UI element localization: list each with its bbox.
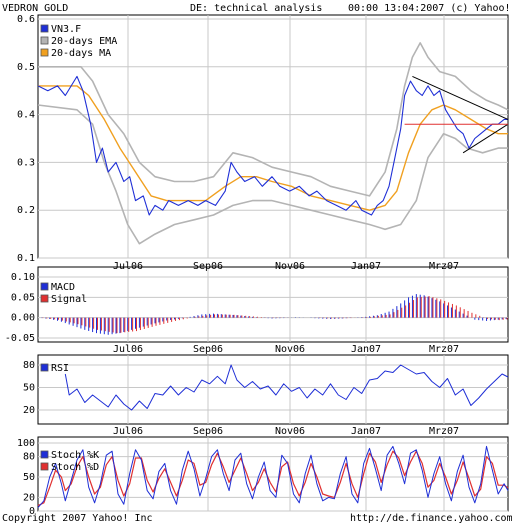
legend-label: Signal xyxy=(51,294,87,305)
legend-label: VN3.F xyxy=(51,24,81,35)
series-price xyxy=(37,75,508,216)
y-tick-label: -0.05 xyxy=(5,333,35,344)
panel-frame-rsi xyxy=(37,354,509,425)
rsi-panel xyxy=(64,364,509,411)
legend-label: 20-days MA xyxy=(51,48,111,59)
y-tick-label: 0.1 xyxy=(17,253,35,264)
trendline-support_rising xyxy=(462,123,509,154)
trendline-resistance xyxy=(412,75,509,120)
price-panel xyxy=(37,42,509,245)
y-tick-label: 80 xyxy=(23,360,35,371)
legend-swatch xyxy=(40,24,49,33)
legend-label: RSI xyxy=(51,363,69,374)
legend-swatch xyxy=(40,450,49,459)
legend-swatch xyxy=(40,462,49,471)
x-tick-label: Jul06 xyxy=(113,344,143,355)
y-tick-label: 50 xyxy=(23,383,35,394)
series-upper_band xyxy=(38,42,509,197)
series-stoch-k xyxy=(37,445,509,508)
footer-copyright: Copyright 2007 Yahoo! Inc xyxy=(2,513,153,524)
chart-title: VEDRON GOLD xyxy=(2,3,68,14)
y-tick-label: 80 xyxy=(23,452,35,463)
legend-label: Stoch %D xyxy=(51,462,99,473)
y-tick-label: 20 xyxy=(23,405,35,416)
y-tick-label: 20 xyxy=(23,492,35,503)
stochastic-panel xyxy=(37,445,509,508)
footer-url: http://de.finance.yahoo.com xyxy=(350,513,512,524)
y-tick-label: 0.5 xyxy=(17,62,35,73)
x-tick-label: Jan07 xyxy=(351,344,381,355)
panel-frame-stoch xyxy=(37,436,509,512)
legend-label: MACD xyxy=(51,282,75,293)
x-axis-labels: Jul06 Sep06 Nov06 Jan07 Mrz07 Jul06 Sep06 Nov06… xyxy=(113,261,459,437)
y-tick-label: 0.6 xyxy=(17,14,35,25)
series-ma xyxy=(38,85,508,211)
panel-frame-price xyxy=(37,14,509,259)
y-tick-label: 100 xyxy=(17,438,35,449)
x-tick-label: Jan07 xyxy=(351,426,381,437)
y-tick-label: 50 xyxy=(23,472,35,483)
x-tick-label: Nov06 xyxy=(275,261,305,272)
y-tick-label: 0.4 xyxy=(17,110,35,121)
legend-swatch xyxy=(40,48,49,57)
y-tick-label: 0 xyxy=(29,506,35,517)
x-tick-label: Jul06 xyxy=(113,426,143,437)
x-tick-label: Sep06 xyxy=(193,426,223,437)
legend-label: Stoch %K xyxy=(51,450,99,461)
x-tick-label: Mrz07 xyxy=(429,261,459,272)
macd-panel xyxy=(41,294,508,335)
y-tick-label: 0.00 xyxy=(11,313,35,324)
x-tick-label: Nov06 xyxy=(275,344,305,355)
legend-swatch xyxy=(40,282,49,291)
x-tick-label: Sep06 xyxy=(193,344,223,355)
legend-swatch xyxy=(40,363,49,372)
timestamp-copyright: 00:00 13:04:2007 (c) Yahoo! xyxy=(348,3,511,14)
x-tick-label: Jan07 xyxy=(351,261,381,272)
y-tick-label: 0.3 xyxy=(17,157,35,168)
y-tick-label: 0.10 xyxy=(11,272,35,283)
tick-labels: 0.6 0.5 0.4 0.3 0.2 0.1 0.10 0.05 0.00 -0.05 80 50 2… xyxy=(5,14,35,517)
legend-label: 20-days EMA xyxy=(51,36,117,47)
x-tick-label: Jul06 xyxy=(113,261,143,272)
legend-swatch xyxy=(40,294,49,303)
legend-swatch xyxy=(40,36,49,45)
series-rsi xyxy=(64,364,509,411)
y-tick-label: 0.05 xyxy=(11,292,35,303)
series-lower_band xyxy=(37,104,508,245)
y-tick-label: 0.2 xyxy=(17,205,35,216)
x-tick-label: Mrz07 xyxy=(429,344,459,355)
x-tick-label: Mrz07 xyxy=(429,426,459,437)
x-tick-label: Sep06 xyxy=(193,261,223,272)
chart-subtitle: DE: technical analysis xyxy=(190,3,322,14)
grid-lines xyxy=(38,15,508,512)
x-tick-label: Nov06 xyxy=(275,426,305,437)
